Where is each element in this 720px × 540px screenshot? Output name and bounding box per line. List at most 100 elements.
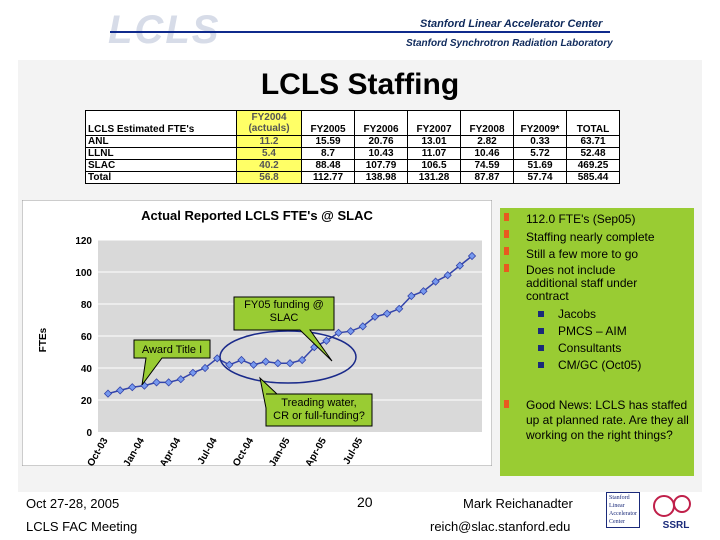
data-point — [128, 383, 137, 392]
table-cell: 88.48 — [301, 159, 355, 172]
sub-bullet-icon — [538, 345, 544, 351]
table-row: Total 56.8 112.77 138.98 131.28 87.87 57… — [85, 171, 620, 184]
table-cell: 52.48 — [566, 147, 620, 160]
data-point — [164, 378, 173, 387]
table-cell: LLNL — [85, 147, 237, 160]
table-header-cell: FY2005 — [301, 110, 355, 136]
data-point — [334, 328, 343, 337]
bullet-icon — [504, 400, 509, 408]
slide-title: LCLS Staffing — [260, 68, 460, 101]
table-cell: 8.7 — [301, 147, 355, 160]
table-cell: 138.98 — [354, 171, 408, 184]
table-cell: 0.33 — [513, 135, 567, 148]
ssrl-ring-icon — [673, 495, 691, 513]
table-cell: 11.07 — [407, 147, 461, 160]
callout-treading-line: Treading water, — [281, 397, 356, 409]
table-row: LLNL 5.4 8.7 10.43 11.07 10.46 5.72 52.4… — [85, 147, 620, 160]
bullet-icon — [504, 264, 509, 272]
data-point — [395, 304, 404, 313]
table-cell: 5.72 — [513, 147, 567, 160]
highlight-ellipse — [219, 330, 357, 384]
table-header-cell: FY2008 — [460, 110, 514, 136]
y-axis-ticks: 0 20 40 60 80 100 120 — [75, 236, 92, 439]
table-cell: 112.77 — [301, 171, 355, 184]
slac-logo-line: Linear — [609, 503, 625, 509]
table-header-cell: TOTAL — [566, 110, 620, 136]
sub-bullet: Consultants — [558, 341, 622, 355]
data-point — [213, 354, 222, 363]
table-header-cell: FY2007 — [407, 110, 461, 136]
data-point — [152, 378, 161, 387]
table-cell: 5.4 — [236, 147, 302, 160]
bullet-icon — [504, 247, 509, 255]
sub-bullet: CM/GC (Oct05) — [558, 358, 642, 372]
data-point — [237, 355, 246, 365]
callout-fy05-line: FY05 funding @ — [244, 299, 324, 311]
sub-bullet: PMCS – AIM — [558, 324, 627, 338]
table-cell: 10.46 — [460, 147, 514, 160]
table-row: ANL 11.2 15.59 20.76 13.01 2.82 0.33 63.… — [85, 135, 620, 148]
note-bullet: Still a few more to go — [526, 247, 639, 261]
data-point — [467, 251, 477, 261]
y-tick-label: 100 — [75, 268, 92, 279]
ssrl-logo-text: SSRL — [663, 520, 690, 531]
table-cell: 107.79 — [354, 159, 408, 172]
table-cell: 106.5 — [407, 159, 461, 172]
data-point — [285, 359, 295, 368]
table-cell: 131.28 — [407, 171, 461, 184]
table-row: SLAC 40.2 88.48 107.79 106.5 74.59 51.69… — [85, 159, 620, 172]
table-header-row: LCLS Estimated FTE's FY2004 (actuals) FY… — [85, 110, 620, 136]
data-point — [443, 271, 452, 280]
callout-treading-water — [259, 376, 373, 427]
series-fte — [103, 251, 477, 398]
callout-fy05-text: FY05 funding @ SLAC — [244, 299, 324, 324]
table-cell: 585.44 — [566, 171, 620, 184]
header-org-slac: Stanford Linear Accelerator Center — [420, 18, 603, 30]
data-point — [261, 357, 270, 366]
y-tick-label: 40 — [81, 364, 93, 375]
callout-treading-line: CR or full-funding? — [273, 410, 365, 422]
table-cell: 74.59 — [460, 159, 514, 172]
table-cell: 87.87 — [460, 171, 514, 184]
y-tick-label: 20 — [81, 396, 93, 407]
y-tick-label: 120 — [75, 236, 92, 247]
table-cell: 10.43 — [354, 147, 408, 160]
y-tick-label: 0 — [86, 428, 92, 439]
y-axis-label: FTEs — [38, 327, 49, 352]
data-point — [249, 360, 258, 369]
data-point — [176, 375, 185, 384]
data-point — [322, 336, 331, 345]
bullet-icon — [504, 230, 509, 238]
table-cell: 63.71 — [566, 135, 620, 148]
table-cell: 469.25 — [566, 159, 620, 172]
data-point — [273, 359, 282, 368]
table-cell: SLAC — [85, 159, 237, 172]
y-tick-label: 60 — [81, 332, 93, 343]
data-point — [298, 355, 307, 365]
data-point — [358, 322, 367, 331]
table-cell: 57.74 — [513, 171, 567, 184]
table-header-cell: FY2009* — [513, 110, 567, 136]
ssrl-ring-icon — [653, 495, 675, 517]
sub-bullet-icon — [538, 362, 544, 368]
table-cell: 11.2 — [236, 135, 302, 148]
header-rule — [110, 31, 610, 33]
table-header-cell: FY2004 (actuals) — [236, 110, 302, 136]
table-cell: 56.8 — [236, 171, 302, 184]
good-news-text: Good News: LCLS has staffed up at planne… — [526, 398, 689, 442]
data-point — [431, 277, 440, 286]
callout-award-title — [133, 339, 211, 386]
fte-table: LCLS Estimated FTE's FY2004 (actuals) FY… — [85, 110, 620, 184]
sub-bullet: Jacobs — [558, 307, 597, 321]
data-point — [225, 360, 234, 369]
page-number: 20 — [357, 494, 373, 510]
sub-bullet-icon — [538, 328, 544, 334]
footer-meeting: LCLS FAC Meeting — [26, 519, 138, 534]
bullet-icon — [504, 213, 509, 221]
lcls-header-logo: LCLS — [108, 8, 221, 52]
table-cell: 2.82 — [460, 135, 514, 148]
table-cell: 13.01 — [407, 135, 461, 148]
callout-fy05-funding — [233, 296, 335, 362]
fte-chart: Actual Reported LCLS FTE's @ SLAC 0 20 40 6… — [22, 200, 492, 466]
sub-bullet-icon — [538, 311, 544, 317]
